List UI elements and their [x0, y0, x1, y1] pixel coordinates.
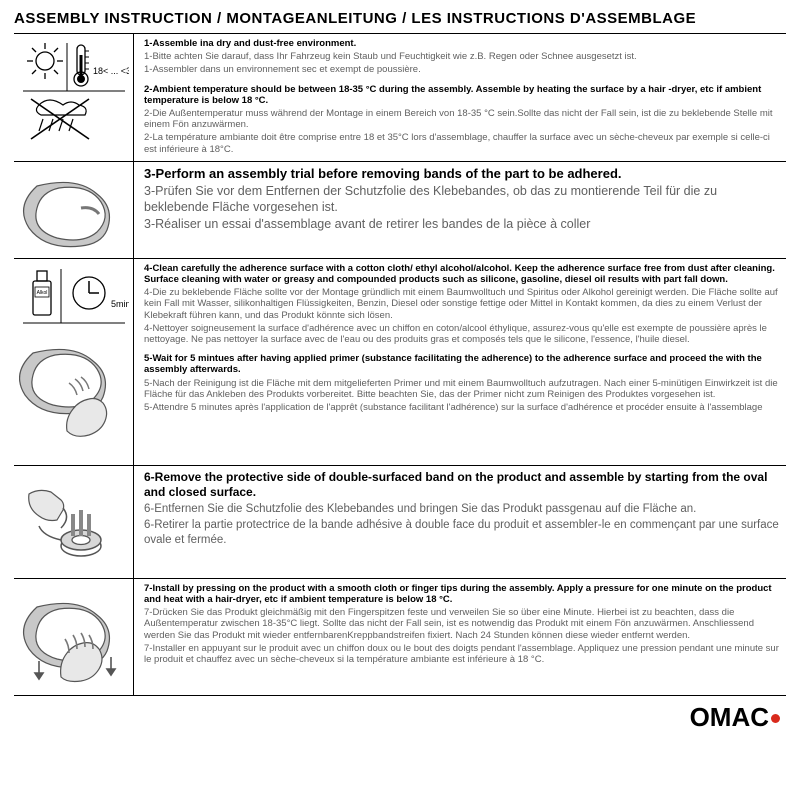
s4-fr: 4-Nettoyer soigneusement la surface d'ad…: [144, 323, 780, 345]
s1-de: 1-Bitte achten Sie darauf, dass Ihr Fahr…: [144, 51, 780, 62]
s6-fr: 6-Retirer la partie protectrice de la ba…: [144, 518, 780, 547]
step-7-row: 7-Install by pressing on the product wit…: [14, 578, 786, 696]
logo-text: OMAC: [690, 702, 769, 733]
step-1-image: 18< ... <35 C: [14, 34, 134, 161]
step-1-row: 18< ... <35 C 1-Assemble ina dry and dus…: [14, 33, 786, 161]
step-3-row: 3-Perform an assembly trial before remov…: [14, 161, 786, 258]
step-6-text: 6-Remove the protective side of double-s…: [134, 466, 786, 578]
s1-en: 1-Assemble ina dry and dust-free environ…: [144, 38, 780, 49]
s6-en: 6-Remove the protective side of double-s…: [144, 470, 780, 500]
step-7-text: 7-Install by pressing on the product wit…: [134, 579, 786, 695]
cleaning-icon: Alkol 5min: [19, 263, 129, 461]
press-install-icon: [19, 583, 129, 691]
step-6-image: [14, 466, 134, 578]
step-4-5-text: 4-Clean carefully the adherence surface …: [134, 259, 786, 465]
logo-dot-icon: [771, 714, 780, 723]
instruction-sheet: ASSEMBLY INSTRUCTION / MONTAGEANLEITUNG …: [0, 0, 800, 800]
s1-fr: 1-Assembler dans un environnement sec et…: [144, 64, 780, 75]
step-4-image: Alkol 5min: [14, 259, 134, 465]
page-title: ASSEMBLY INSTRUCTION / MONTAGEANLEITUNG …: [14, 8, 786, 33]
step-6-row: 6-Remove the protective side of double-s…: [14, 465, 786, 578]
s5-fr: 5-Attendre 5 minutes après l'application…: [144, 402, 780, 413]
step-1-text: 1-Assemble ina dry and dust-free environ…: [134, 34, 786, 161]
s3-fr: 3-Réaliser un essai d'assemblage avant d…: [144, 217, 780, 233]
step-3-image: [14, 162, 134, 258]
s6-de: 6-Entfernen Sie die Schutzfolie des Kleb…: [144, 502, 780, 516]
s2-de: 2-Die Außentemperatur muss während der M…: [144, 108, 780, 130]
mirror-trial-icon: [19, 166, 129, 254]
s7-fr: 7-Installer en appuyant sur le produit a…: [144, 643, 780, 665]
s2-en: 2-Ambient temperature should be between …: [144, 84, 780, 106]
step-3-text: 3-Perform an assembly trial before remov…: [134, 162, 786, 258]
alcohol-label: Alkol: [36, 290, 47, 296]
s5-en: 5-Wait for 5 mintues after having applie…: [144, 353, 780, 375]
time-label: 5min: [111, 299, 129, 309]
step-4-5-row: Alkol 5min 4-Clean: [14, 258, 786, 465]
environment-icon: 18< ... <35 C: [19, 39, 129, 155]
s7-en: 7-Install by pressing on the product wit…: [144, 583, 780, 605]
s3-de: 3-Prüfen Sie vor dem Entfernen der Schut…: [144, 184, 780, 215]
step-7-image: [14, 579, 134, 695]
s7-de: 7-Drücken Sie das Produkt gleichmäßig mi…: [144, 607, 780, 641]
s4-de: 4-Die zu beklebende Fläche sollte vor de…: [144, 287, 780, 321]
s5-de: 5-Nach der Reinigung ist die Fläche mit …: [144, 378, 780, 400]
s3-en: 3-Perform an assembly trial before remov…: [144, 166, 780, 182]
temp-range-label: 18< ... <35 C: [93, 66, 129, 76]
s4-en: 4-Clean carefully the adherence surface …: [144, 263, 780, 285]
s2-fr: 2-La température ambiante doit être comp…: [144, 132, 780, 154]
brand-logo: OMAC: [14, 696, 786, 733]
peel-tape-icon: [19, 470, 129, 574]
